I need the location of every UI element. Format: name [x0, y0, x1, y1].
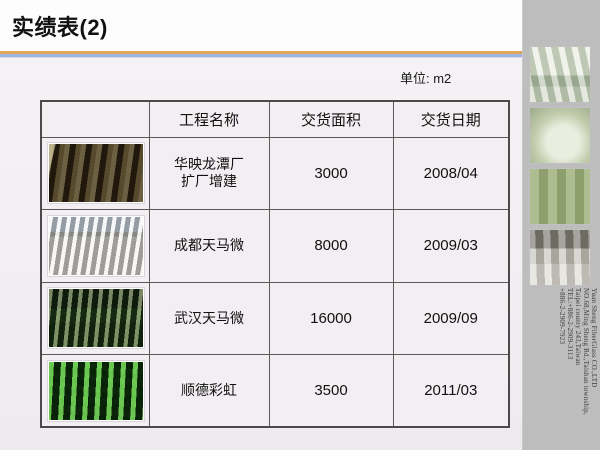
- divider-gold: [0, 51, 522, 54]
- header-delivery-area: 交货面积: [268, 100, 394, 138]
- project-name-line1: 顺德彩虹: [181, 381, 237, 398]
- project-name-line1: 成都天马微: [174, 237, 244, 253]
- company-street-vertical: NO.68,Ming Sheng Rd.,Taishan township,: [582, 288, 590, 415]
- header-delivery-date: 交货日期: [392, 100, 510, 138]
- company-city-vertical: Taipei county 243,Taiwan: [574, 288, 582, 366]
- row-delivery-area: 16000: [268, 281, 394, 355]
- company-address-block: Yuan Sheng FiberGlass CO.,LTD NO.68,Ming…: [527, 288, 598, 438]
- row-thumbnail-cell: [40, 281, 150, 355]
- right-sidebar: Yuan Sheng FiberGlass CO.,LTD NO.68,Ming…: [522, 0, 600, 450]
- row-project-name: 顺德彩虹: [148, 354, 270, 428]
- construction-site-photo-icon: [47, 214, 145, 277]
- row-delivery-area: 3000: [268, 136, 394, 210]
- company-tel2-vertical: +886-2-2909-7923: [558, 288, 566, 345]
- row-delivery-date: 2009/09: [392, 281, 510, 355]
- row-thumbnail-cell: [40, 136, 150, 210]
- performance-table: 工程名称 交货面积 交货日期 华映龙潭厂 扩厂增建 3000 2008/04: [40, 100, 510, 428]
- project-name-line2: 扩厂增建: [181, 173, 237, 190]
- row-delivery-date: 2011/03: [392, 354, 510, 428]
- company-tel-vertical: TEL:+886-2-2909-3113: [566, 288, 574, 360]
- row-project-name: 武汉天马微: [148, 281, 270, 355]
- table-row: 顺德彩虹 3500 2011/03: [40, 354, 510, 428]
- unit-label: 单位: m2: [400, 71, 452, 86]
- frp-tank-photo-icon: [529, 107, 591, 164]
- project-name-line1: 华映龙潭厂: [174, 155, 244, 172]
- row-delivery-area: 3500: [268, 354, 394, 428]
- row-delivery-area: 8000: [268, 209, 394, 283]
- green-tanks-photo-icon: [529, 168, 591, 225]
- row-delivery-date: 2008/04: [392, 136, 510, 210]
- green-floor-photo-icon: [47, 287, 145, 350]
- page-title: 实绩表(2): [12, 15, 108, 40]
- table-row: 成都天马微 8000 2009/03: [40, 209, 510, 283]
- company-name-vertical: Yuan Sheng FiberGlass CO.,LTD: [590, 288, 598, 388]
- table-row: 华映龙潭厂 扩厂增建 3000 2008/04: [40, 136, 510, 210]
- pipes-photo-icon: [47, 142, 145, 205]
- row-delivery-date: 2009/03: [392, 209, 510, 283]
- divider-shadow: [0, 57, 522, 58]
- row-thumbnail-cell: [40, 209, 150, 283]
- row-project-name: 华映龙潭厂 扩厂增建: [148, 136, 270, 210]
- ceiling-ducts-photo-icon: [529, 46, 591, 103]
- factory-interior-photo-icon: [529, 229, 591, 286]
- table-row: 武汉天马微 16000 2009/09: [40, 281, 510, 355]
- header-image-column: [40, 100, 150, 138]
- row-project-name: 成都天马微: [148, 209, 270, 283]
- slide-header: 实绩表(2): [0, 0, 522, 51]
- header-project-name: 工程名称: [148, 100, 270, 138]
- row-thumbnail-cell: [40, 354, 150, 428]
- project-name-line1: 武汉天马微: [174, 309, 244, 326]
- green-domes-photo-icon: [47, 359, 145, 422]
- divider-blue: [0, 54, 522, 57]
- table-header-row: 工程名称 交货面积 交货日期: [40, 100, 510, 138]
- sidebar-photo-strip: [529, 46, 591, 290]
